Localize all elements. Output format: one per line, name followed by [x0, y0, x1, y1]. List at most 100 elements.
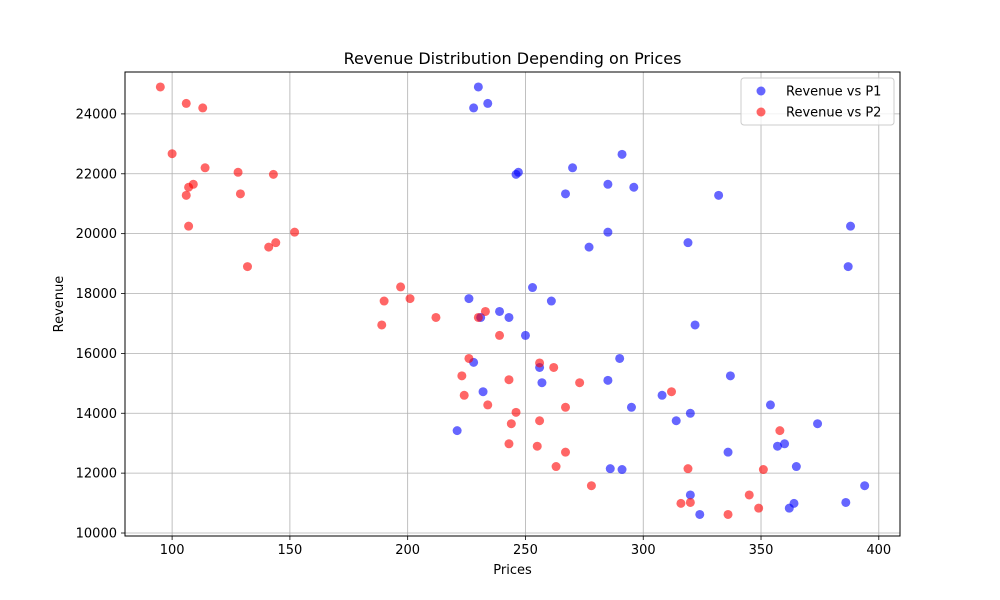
scatter-point — [754, 503, 764, 513]
scatter-point — [843, 262, 853, 272]
series-2 — [155, 82, 785, 519]
scatter-point — [184, 221, 194, 231]
scatter-point — [773, 441, 783, 451]
scatter-point — [431, 312, 441, 322]
scatter-point — [813, 419, 823, 429]
legend-marker-p2 — [756, 107, 766, 117]
scatter-point — [723, 447, 733, 457]
scatter-point — [765, 400, 775, 410]
scatter-point — [784, 503, 794, 513]
x-tick-label: 400 — [866, 543, 891, 558]
y-tick-label: 20000 — [76, 227, 117, 242]
scatter-point — [584, 242, 594, 252]
scatter-point — [617, 149, 627, 159]
scatter-point — [685, 497, 695, 507]
y-tick-label: 22000 — [76, 167, 117, 182]
scatter-point — [535, 416, 545, 426]
scatter-point — [685, 490, 695, 500]
scatter-point — [469, 103, 479, 113]
scatter-point — [683, 238, 693, 248]
scatter-point — [480, 306, 490, 316]
scatter-point — [603, 375, 613, 385]
scatter-point — [483, 98, 493, 108]
scatter-point — [473, 82, 483, 92]
scatter-point — [546, 296, 556, 306]
legend: Revenue vs P1 Revenue vs P2 — [740, 77, 895, 126]
plot-frame — [124, 71, 901, 537]
scatter-point — [603, 179, 613, 189]
scatter-point — [791, 462, 801, 472]
scatter-point — [744, 490, 754, 500]
scatter-point — [396, 282, 406, 292]
y-tick-label: 24000 — [76, 107, 117, 122]
x-tick-label: 200 — [395, 543, 420, 558]
scatter-point — [657, 390, 667, 400]
x-tick-label: 250 — [513, 543, 538, 558]
scatter-point — [181, 98, 191, 108]
y-tick-label: 12000 — [76, 467, 117, 482]
scatter-point — [198, 103, 208, 113]
scatter-point — [290, 227, 300, 237]
y-axis-title: Revenue — [52, 276, 67, 333]
scatter-point — [841, 497, 851, 507]
scatter-point — [264, 242, 274, 252]
scatter-point — [605, 464, 615, 474]
scatter-point — [860, 481, 870, 491]
scatter-point — [235, 189, 245, 199]
scatter-point — [504, 439, 514, 449]
legend-label-p1: Revenue vs P1 — [786, 85, 881, 100]
scatter-point — [846, 221, 856, 231]
legend-marker-p1 — [756, 86, 766, 96]
legend-box — [740, 77, 895, 126]
scatter-point — [561, 402, 571, 412]
chart-title: Revenue Distribution Depending on Prices — [344, 49, 682, 68]
x-tick-label: 150 — [277, 543, 302, 558]
scatter-point — [586, 481, 596, 491]
legend-label-p2: Revenue vs P2 — [786, 106, 881, 121]
scatter-point — [184, 182, 194, 192]
scatter-point — [271, 238, 281, 248]
scatter-point — [780, 439, 790, 449]
x-tick-label: 100 — [160, 543, 185, 558]
scatter-point — [671, 416, 681, 426]
scatter-point — [504, 312, 514, 322]
scatter-point — [551, 462, 561, 472]
scatter-point — [483, 400, 493, 410]
y-tick-label: 16000 — [76, 347, 117, 362]
scatter-point — [473, 312, 483, 322]
scatter-point — [714, 190, 724, 200]
scatter-point — [457, 371, 467, 381]
scatter-point — [667, 387, 677, 397]
scatter-point — [758, 465, 768, 475]
x-tick-label: 300 — [631, 543, 656, 558]
scatter-point — [723, 509, 733, 519]
data-points — [155, 82, 870, 519]
scatter-point — [452, 426, 462, 436]
scatter-point — [478, 387, 488, 397]
scatter-point — [568, 163, 578, 173]
scatter-point — [561, 447, 571, 457]
scatter-point — [532, 441, 542, 451]
scatter-point — [268, 169, 278, 179]
x-tick-label: 350 — [749, 543, 774, 558]
scatter-point — [537, 378, 547, 388]
scatter-point — [511, 407, 521, 417]
scatter-point — [676, 498, 686, 508]
scatter-point — [561, 189, 571, 199]
y-tick-label: 14000 — [76, 407, 117, 422]
scatter-point — [535, 358, 545, 368]
scatter-point — [615, 353, 625, 363]
scatter-point — [690, 320, 700, 330]
scatter-point — [617, 465, 627, 475]
scatter-point — [242, 262, 252, 272]
scatter-point — [167, 149, 177, 159]
y-tick-label: 18000 — [76, 287, 117, 302]
scatter-point — [181, 190, 191, 200]
scatter-point — [506, 419, 516, 429]
axis-ticks: 100 150 200 250 300 350 400 10000 12000 14000 1600… — [76, 107, 892, 558]
scatter-point — [155, 82, 165, 92]
scatter-point — [528, 283, 538, 293]
scatter-point — [377, 320, 387, 330]
scatter-point — [725, 371, 735, 381]
